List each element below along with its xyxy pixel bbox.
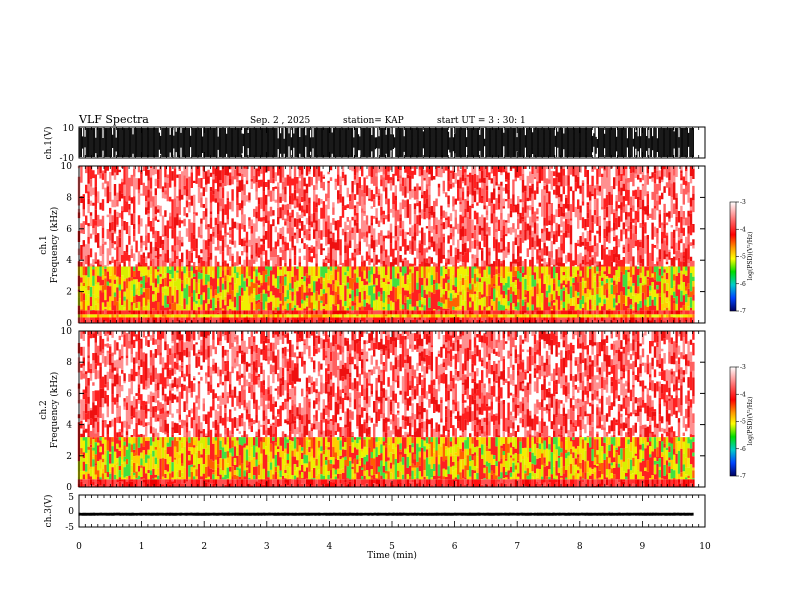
ch1-colorbar-label: log(PSD)(V²/Hz) — [747, 232, 754, 281]
spec1-color-strips — [80, 314, 695, 318]
spec1-yt-label: 2 — [66, 288, 72, 298]
ch1-spec-ylabel-freq: Frequency (kHz) — [49, 207, 60, 284]
ch1-colorbar-gradient — [729, 201, 737, 312]
ch2-colorbar: -3 -4 -5 -6 -7 log(PSD)(V²/Hz) — [729, 364, 754, 480]
ch3-ylabel: ch.3(V) — [43, 495, 54, 528]
spec2-color-strips — [82, 437, 695, 480]
ch1-ylabel: ch.1(V) — [43, 127, 54, 160]
cb2-ticks-label: -4 — [740, 391, 746, 398]
ch1-colorbar: -3 -4 -5 -6 -7 log(PSD)(V²/Hz) — [729, 199, 754, 315]
date-label: Sep. 2 , 2025 — [250, 116, 310, 126]
ch2-spectrogram-yticks: 0 2 4 6 8 10 — [61, 327, 705, 493]
ch1-ytick-top: 10 — [63, 124, 75, 134]
spec2-color-strips — [80, 437, 695, 480]
time-tick-label: 10 — [699, 542, 711, 552]
time-tick-label: 7 — [514, 542, 520, 552]
ch1-waveform-panel: 10 -10 ch.1(V) — [43, 124, 706, 164]
spec2-color-strips — [80, 479, 695, 487]
time-tick-label: 5 — [389, 542, 395, 552]
ch3-ytick-mid: 0 — [68, 507, 74, 517]
ch2-spec-ylabel-channel: ch.2 — [39, 400, 49, 419]
spec1-color-strips — [80, 310, 695, 323]
ch2-spectrogram-panel: 0 2 4 6 8 10 ch.2 Frequency (kHz) — [39, 327, 706, 493]
ch3-ytick-bottom: -5 — [65, 523, 74, 533]
ch1-colorbar-ticks: -3 -4 -5 -6 -7 — [736, 199, 746, 315]
time-tick-marks — [78, 127, 706, 527]
ch1-spectrogram-yticks: 0 2 4 6 8 10 — [61, 162, 705, 329]
cb1-ticks-label: -5 — [740, 254, 746, 261]
spec1-yt-label: 0 — [66, 319, 72, 329]
time-tick-label: 1 — [139, 542, 145, 552]
ch3-waveform-trace — [78, 512, 694, 516]
spec2-yt-label: 4 — [66, 421, 72, 431]
time-axis-ticks — [78, 127, 706, 527]
cb1-ticks-label: -6 — [740, 281, 746, 288]
cb2-ticks-label: -6 — [740, 446, 746, 453]
time-tick-label: 4 — [327, 542, 333, 552]
spec2-yt-label: 6 — [66, 389, 72, 399]
spec2-yt-label: 2 — [66, 452, 72, 462]
cb1-ticks-label: -7 — [740, 308, 746, 315]
spec2-yt-label: 0 — [66, 483, 72, 493]
time-tick-label: 2 — [201, 542, 207, 552]
time-tick-label: 8 — [577, 542, 583, 552]
time-tick-label: 0 — [76, 542, 82, 552]
ch1-spectrogram-panel: 0 2 4 6 8 10 ch.1 Frequency (kHz) — [39, 162, 706, 329]
ch2-spec-ylabel-freq: Frequency (kHz) — [49, 372, 60, 449]
ch2-colorbar-gradient — [729, 366, 737, 477]
ch3-ytick-top: 5 — [68, 493, 74, 503]
ch1-channel-text: ch.1 — [39, 235, 49, 254]
spec2-color-strips — [85, 437, 695, 480]
ch1-waveform-line — [78, 128, 694, 157]
spec1-yt-label: 4 — [66, 256, 72, 266]
spec1-color-strips — [77, 266, 695, 318]
spec1-color-strips — [87, 266, 695, 311]
time-tick-label: 6 — [452, 542, 458, 552]
ch1-spec-ylabel-channel: ch.1 — [39, 235, 49, 254]
spec1-yt-label: 8 — [66, 193, 72, 203]
spec2-yt-label: 10 — [61, 327, 73, 337]
ch1-waveform-trace — [78, 128, 694, 157]
spec1-color-strips — [80, 266, 695, 311]
figure-title: VLF Spectra — [78, 113, 149, 126]
cb1-ticks-label: -3 — [740, 199, 746, 206]
time-tick-label: 3 — [264, 542, 270, 552]
time-axis-label: Time (min) — [367, 550, 417, 561]
spec1-yt-label: 10 — [61, 162, 73, 172]
ch2-colorbar-label: log(PSD)(V²/Hz) — [747, 397, 754, 446]
ch3-waveform-line — [78, 512, 694, 516]
cb2-ticks-label: -7 — [740, 473, 746, 480]
station-label: station= KAP — [343, 116, 404, 126]
cb1-ticks-label: -4 — [740, 226, 746, 233]
spec2-yt-label: 8 — [66, 358, 72, 368]
cb2-ticks-label: -3 — [740, 364, 746, 371]
ch3-waveform-panel: 5 0 -5 ch.3(V) — [43, 493, 706, 533]
cb2-ticks-label: -5 — [740, 419, 746, 426]
ch1-spectrogram-image — [77, 166, 695, 323]
ch2-spectrogram-image — [77, 331, 695, 487]
ch2-colorbar-ticks: -3 -4 -5 -6 -7 — [736, 364, 746, 480]
ch1-ytick-bottom: -10 — [60, 154, 75, 164]
spec1-yt-label: 6 — [66, 225, 72, 235]
time-tick-label: 9 — [640, 542, 646, 552]
time-axis-tick-labels: 0 1 2 3 4 5 6 7 8 9 10 — [76, 542, 711, 552]
start-time-label: start UT = 3 : 30: 1 — [437, 116, 526, 126]
